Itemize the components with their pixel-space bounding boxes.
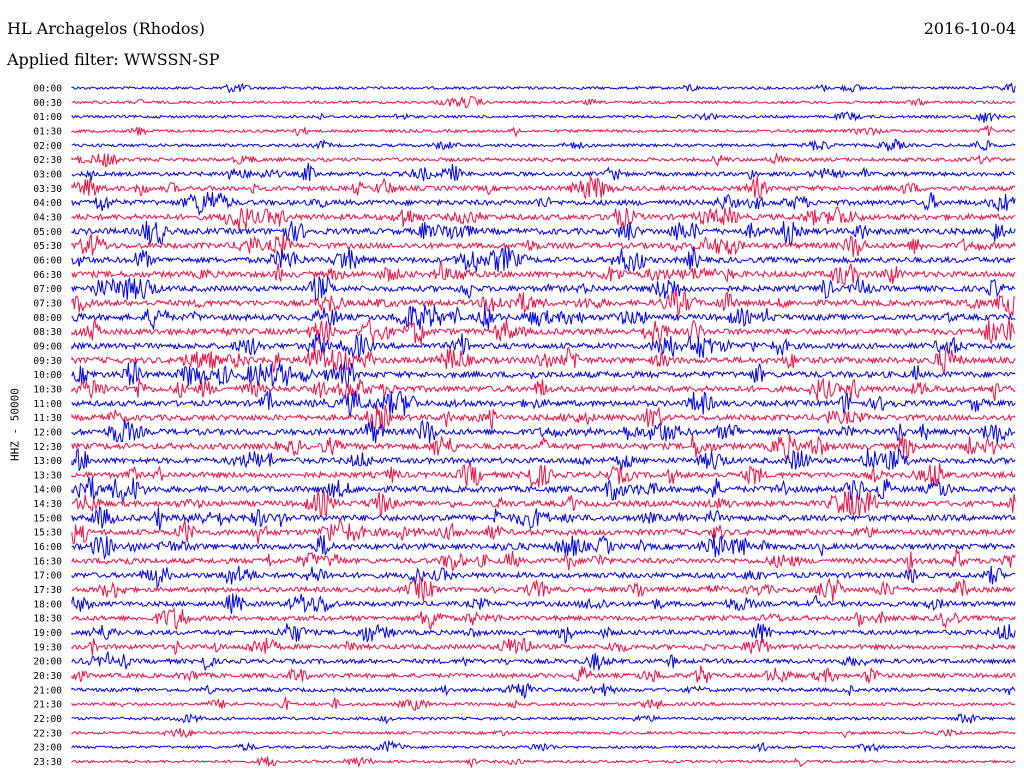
tick-label-2230: 22:30 — [33, 728, 62, 739]
trace-2030 — [71, 665, 1016, 683]
trace-2100 — [71, 682, 1016, 700]
tick-label-0430: 04:30 — [33, 212, 62, 223]
tick-label-2030: 20:30 — [33, 671, 62, 682]
trace-0500 — [71, 220, 1016, 245]
trace-1000 — [71, 361, 1016, 389]
date-label: 2016-10-04 — [923, 19, 1016, 38]
trace-1500 — [71, 505, 1016, 531]
tick-label-1000: 10:00 — [33, 370, 62, 381]
trace-2200 — [71, 713, 1016, 725]
trace-0200 — [71, 138, 1016, 152]
trace-0600 — [71, 247, 1016, 273]
trace-0430 — [71, 206, 1016, 230]
tick-label-0930: 09:30 — [33, 356, 62, 367]
trace-0000 — [71, 82, 1016, 94]
tick-label-0200: 02:00 — [33, 141, 62, 152]
tick-label-2200: 22:00 — [33, 714, 62, 725]
trace-1200 — [71, 419, 1016, 445]
trace-1730 — [71, 575, 1016, 602]
trace-1430 — [71, 490, 1016, 519]
tick-label-1400: 14:00 — [33, 485, 62, 496]
tick-label-0900: 09:00 — [33, 341, 62, 352]
tick-label-1300: 13:00 — [33, 456, 62, 467]
tick-label-0000: 00:00 — [33, 84, 62, 95]
tick-label-1430: 14:30 — [33, 499, 62, 510]
tick-label-1730: 17:30 — [33, 585, 62, 596]
trace-1030 — [71, 377, 1016, 402]
tick-label-1830: 18:30 — [33, 614, 62, 625]
trace-2230 — [71, 727, 1016, 739]
trace-0830 — [71, 318, 1016, 345]
trace-1630 — [71, 548, 1016, 574]
tick-label-0730: 07:30 — [33, 298, 62, 309]
tick-label-1630: 16:30 — [33, 556, 62, 567]
trace-1530 — [71, 519, 1016, 545]
tick-label-1700: 17:00 — [33, 571, 62, 582]
trace-0900 — [71, 332, 1016, 359]
tick-label-1200: 12:00 — [33, 427, 62, 438]
trace-1830 — [71, 607, 1016, 631]
tick-label-0630: 06:30 — [33, 270, 62, 281]
tick-label-2130: 21:30 — [33, 700, 62, 711]
trace-1130 — [71, 404, 1016, 431]
filter-label: Applied filter: WWSSN-SP — [7, 50, 220, 69]
trace-1330 — [71, 461, 1016, 489]
tick-label-0130: 01:30 — [33, 126, 62, 137]
tick-label-1030: 10:30 — [33, 384, 62, 395]
tick-label-0600: 06:00 — [33, 255, 62, 266]
trace-0030 — [71, 95, 1016, 109]
trace-1930 — [71, 637, 1016, 656]
trace-1900 — [71, 623, 1016, 645]
trace-1600 — [71, 534, 1016, 560]
tick-label-2100: 21:00 — [33, 685, 62, 696]
trace-0730 — [71, 290, 1016, 318]
tick-label-0500: 05:00 — [33, 227, 62, 238]
trace-2330 — [71, 756, 1016, 769]
tick-label-1330: 13:30 — [33, 470, 62, 481]
tick-label-0230: 02:30 — [33, 155, 62, 166]
tick-label-1930: 19:30 — [33, 642, 62, 653]
tick-label-0030: 00:30 — [33, 98, 62, 109]
tick-label-0830: 08:30 — [33, 327, 62, 338]
trace-1230 — [71, 434, 1016, 460]
tick-label-1600: 16:00 — [33, 542, 62, 553]
tick-label-1530: 15:30 — [33, 528, 62, 539]
trace-2300 — [71, 739, 1016, 753]
tick-label-1130: 11:30 — [33, 413, 62, 424]
trace-0300 — [71, 163, 1016, 182]
tick-label-1800: 18:00 — [33, 599, 62, 610]
tick-label-0800: 08:00 — [33, 313, 62, 324]
tick-label-0100: 01:00 — [33, 112, 62, 123]
tick-label-1900: 19:00 — [33, 628, 62, 639]
trace-1700 — [71, 565, 1016, 589]
tick-label-0530: 05:30 — [33, 241, 62, 252]
tick-label-2300: 23:00 — [33, 743, 62, 754]
trace-0700 — [71, 275, 1016, 301]
trace-0930 — [71, 346, 1016, 374]
trace-1300 — [71, 447, 1016, 471]
tick-label-0330: 03:30 — [33, 184, 62, 195]
trace-0530 — [71, 233, 1016, 258]
trace-1100 — [71, 390, 1016, 417]
tick-label-0400: 04:00 — [33, 198, 62, 209]
station-title: HL Archagelos (Rhodos) — [7, 19, 205, 38]
trace-2130 — [71, 696, 1016, 712]
tick-label-1500: 15:00 — [33, 513, 62, 524]
trace-0130 — [71, 125, 1016, 138]
tick-label-2000: 20:00 — [33, 657, 62, 668]
trace-0400 — [71, 192, 1016, 217]
tick-label-0300: 03:00 — [33, 169, 62, 180]
trace-0630 — [71, 261, 1016, 286]
trace-0100 — [71, 111, 1016, 123]
trace-0800 — [71, 304, 1016, 331]
trace-2000 — [71, 651, 1016, 672]
trace-0330 — [71, 175, 1016, 200]
tick-label-1230: 12:30 — [33, 442, 62, 453]
trace-0230 — [71, 152, 1016, 168]
trace-1800 — [71, 593, 1016, 614]
tick-label-0700: 07:00 — [33, 284, 62, 295]
tick-label-2330: 23:30 — [33, 757, 62, 768]
tick-label-1100: 11:00 — [33, 399, 62, 410]
